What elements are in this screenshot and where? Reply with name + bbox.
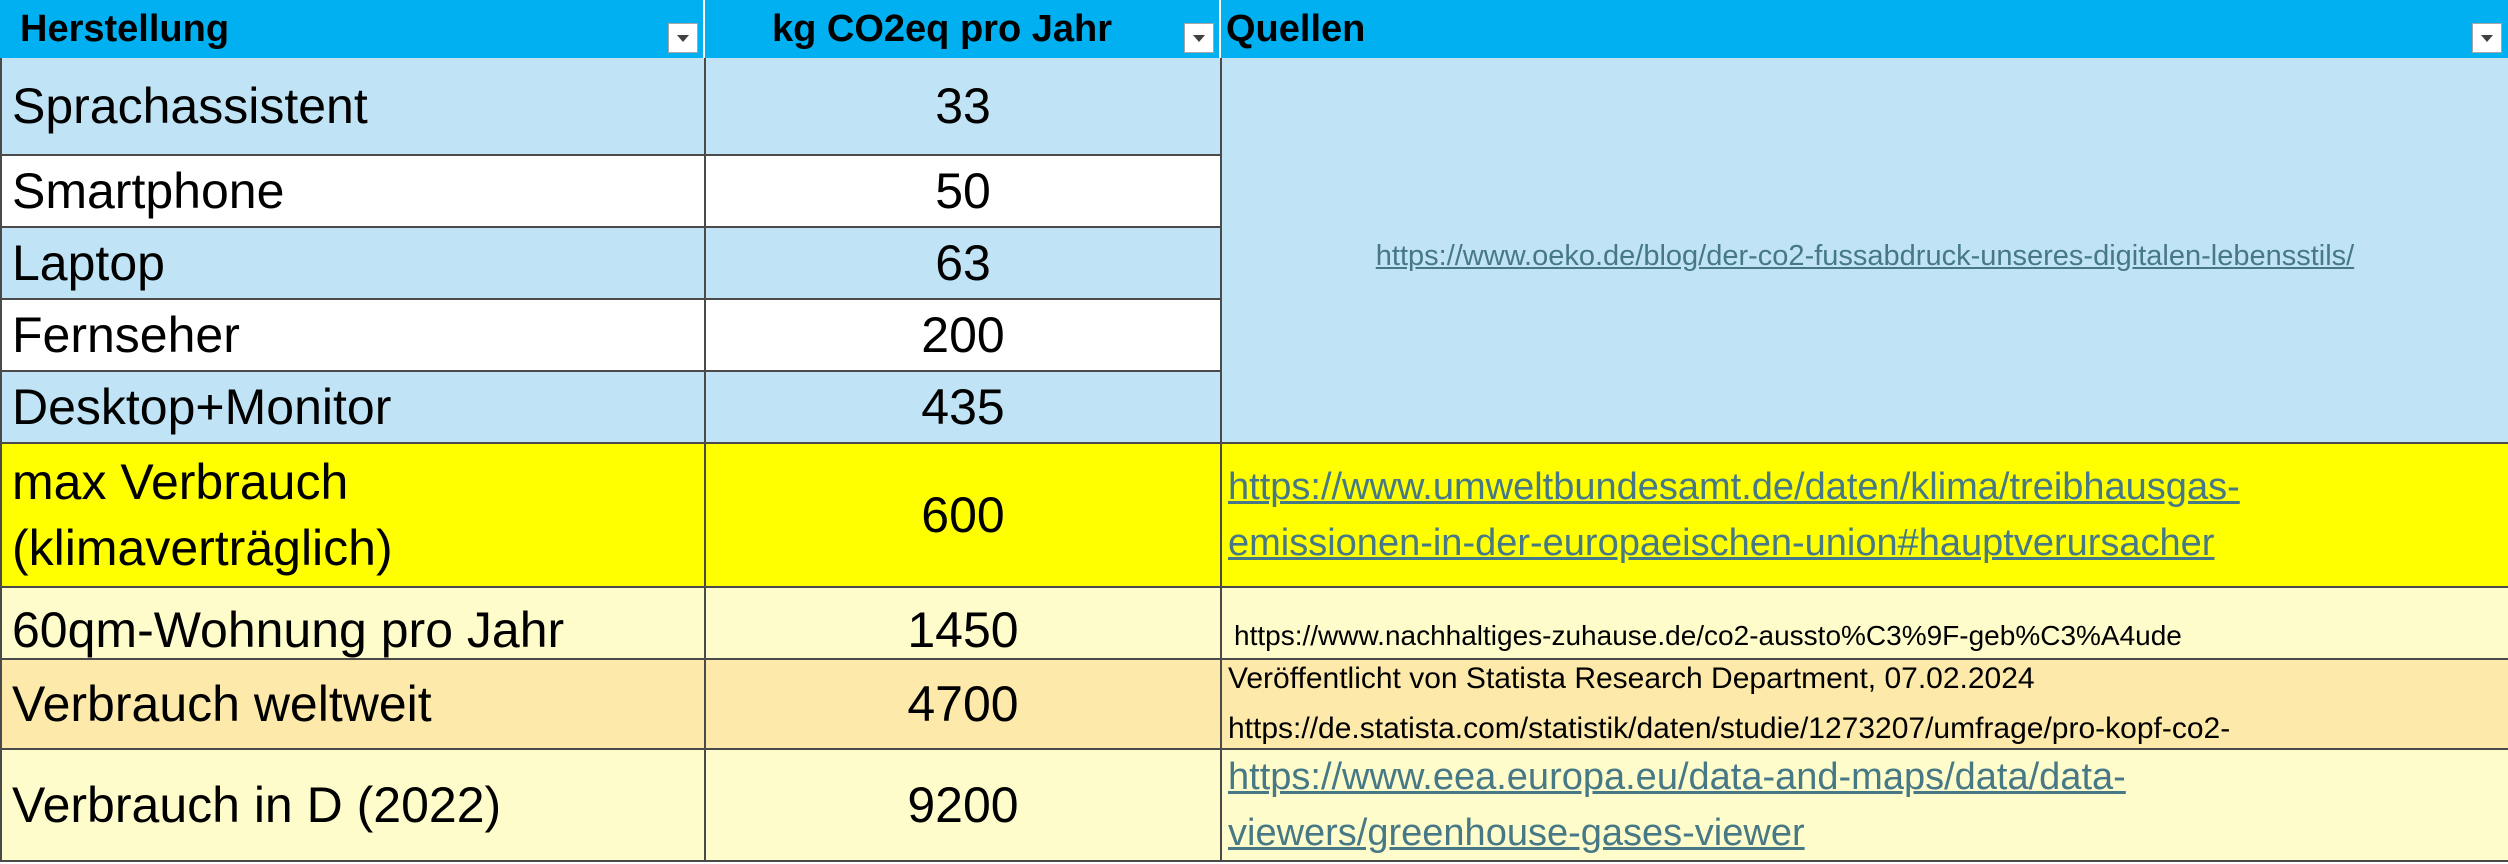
cell-value: 50 (935, 163, 991, 219)
source-cell-eea: https://www.eea.europa.eu/data-and-maps/… (1220, 750, 2508, 862)
filter-dropdown-icon[interactable] (668, 23, 698, 53)
cell-value: 600 (921, 487, 1005, 543)
cell-text: Laptop (12, 235, 165, 291)
source-text-statista-line2[interactable]: https://de.statista.com/statistik/daten/… (1228, 712, 2231, 745)
cell-value: 9200 (907, 777, 1019, 833)
row-name-smartphone[interactable]: Smartphone (0, 156, 704, 228)
cell-text-line1: max Verbrauch (12, 454, 349, 510)
source-link-uba-line1: https://www.umweltbundesamt.de/daten/kli… (1228, 466, 2240, 508)
cell-text: Smartphone (12, 163, 285, 219)
source-cell-uba: https://www.umweltbundesamt.de/daten/kli… (1220, 444, 2508, 588)
source-link-uba[interactable]: https://www.umweltbundesamt.de/daten/kli… (1228, 459, 2240, 571)
row-value-smartphone[interactable]: 50 (704, 156, 1220, 228)
source-cell-oeko: https://www.oeko.de/blog/der-co2-fussabd… (1220, 58, 2508, 444)
row-name-desktop-monitor[interactable]: Desktop+Monitor (0, 372, 704, 444)
header-divider (703, 0, 705, 58)
source-link-eea-line1: https://www.eea.europa.eu/data-and-maps/… (1228, 756, 2126, 798)
cell-text: Desktop+Monitor (12, 379, 392, 435)
source-text-statista-line1: Veröffentlicht von Statista Research Dep… (1228, 662, 2035, 695)
source-text-nachhaltig[interactable]: https://www.nachhaltiges-zuhause.de/co2-… (1234, 620, 2182, 651)
row-value-desktop-monitor[interactable]: 435 (704, 372, 1220, 444)
cell-value: 200 (921, 307, 1005, 363)
cell-value: 1450 (907, 602, 1019, 658)
header-kg-co2eq-label: kg CO2eq pro Jahr (772, 7, 1112, 50)
row-name-laptop[interactable]: Laptop (0, 228, 704, 300)
row-name-verbrauch-in-d[interactable]: Verbrauch in D (2022) (0, 750, 704, 862)
table-left-border (0, 58, 2, 862)
row-name-fernseher[interactable]: Fernseher (0, 300, 704, 372)
row-name-sprachassistent[interactable]: Sprachassistent (0, 58, 704, 156)
cell-text: Fernseher (12, 307, 240, 363)
cell-value: 63 (935, 235, 991, 291)
source-link-eea-line2: viewers/greenhouse-gases-viewer (1228, 812, 1805, 854)
cell-text: Verbrauch weltweit (12, 676, 432, 732)
source-cell-statista: Veröffentlicht von Statista Research Dep… (1220, 660, 2508, 750)
header-quellen[interactable]: Quellen (1220, 0, 2508, 58)
row-value-verbrauch-in-d[interactable]: 9200 (704, 750, 1220, 862)
row-value-max-verbrauch[interactable]: 600 (704, 444, 1220, 588)
cell-text-line2: (klimaverträglich) (12, 520, 393, 576)
source-link-eea[interactable]: https://www.eea.europa.eu/data-and-maps/… (1228, 750, 2126, 860)
header-herstellung[interactable]: Herstellung (0, 0, 704, 58)
row-name-max-verbrauch[interactable]: max Verbrauch (klimaverträglich) (0, 444, 704, 588)
source-cell-nachhaltig: https://www.nachhaltiges-zuhause.de/co2-… (1220, 588, 2508, 660)
row-value-laptop[interactable]: 63 (704, 228, 1220, 300)
source-link-uba-line2: emissionen-in-der-europaeischen-union#ha… (1228, 522, 2215, 564)
row-value-sprachassistent[interactable]: 33 (704, 58, 1220, 156)
header-divider (1219, 0, 1221, 58)
cell-value: 4700 (907, 676, 1019, 732)
cell-text: 60qm-Wohnung pro Jahr (12, 602, 565, 658)
cell-text: Verbrauch in D (2022) (12, 777, 502, 833)
header-quellen-label: Quellen (1226, 7, 1366, 50)
row-name-verbrauch-weltweit[interactable]: Verbrauch weltweit (0, 660, 704, 750)
row-value-60qm-wohnung[interactable]: 1450 (704, 588, 1220, 660)
header-kg-co2eq[interactable]: kg CO2eq pro Jahr (704, 0, 1220, 58)
row-value-verbrauch-weltweit[interactable]: 4700 (704, 660, 1220, 750)
cell-value: 33 (935, 78, 991, 134)
row-name-60qm-wohnung[interactable]: 60qm-Wohnung pro Jahr (0, 588, 704, 660)
cell-text: Sprachassistent (12, 78, 368, 134)
filter-dropdown-icon[interactable] (1184, 23, 1214, 53)
source-link-oeko[interactable]: https://www.oeko.de/blog/der-co2-fussabd… (1375, 239, 2355, 272)
row-value-fernseher[interactable]: 200 (704, 300, 1220, 372)
header-herstellung-label: Herstellung (20, 7, 230, 50)
cell-value: 435 (921, 379, 1005, 435)
filter-dropdown-icon[interactable] (2472, 23, 2502, 53)
